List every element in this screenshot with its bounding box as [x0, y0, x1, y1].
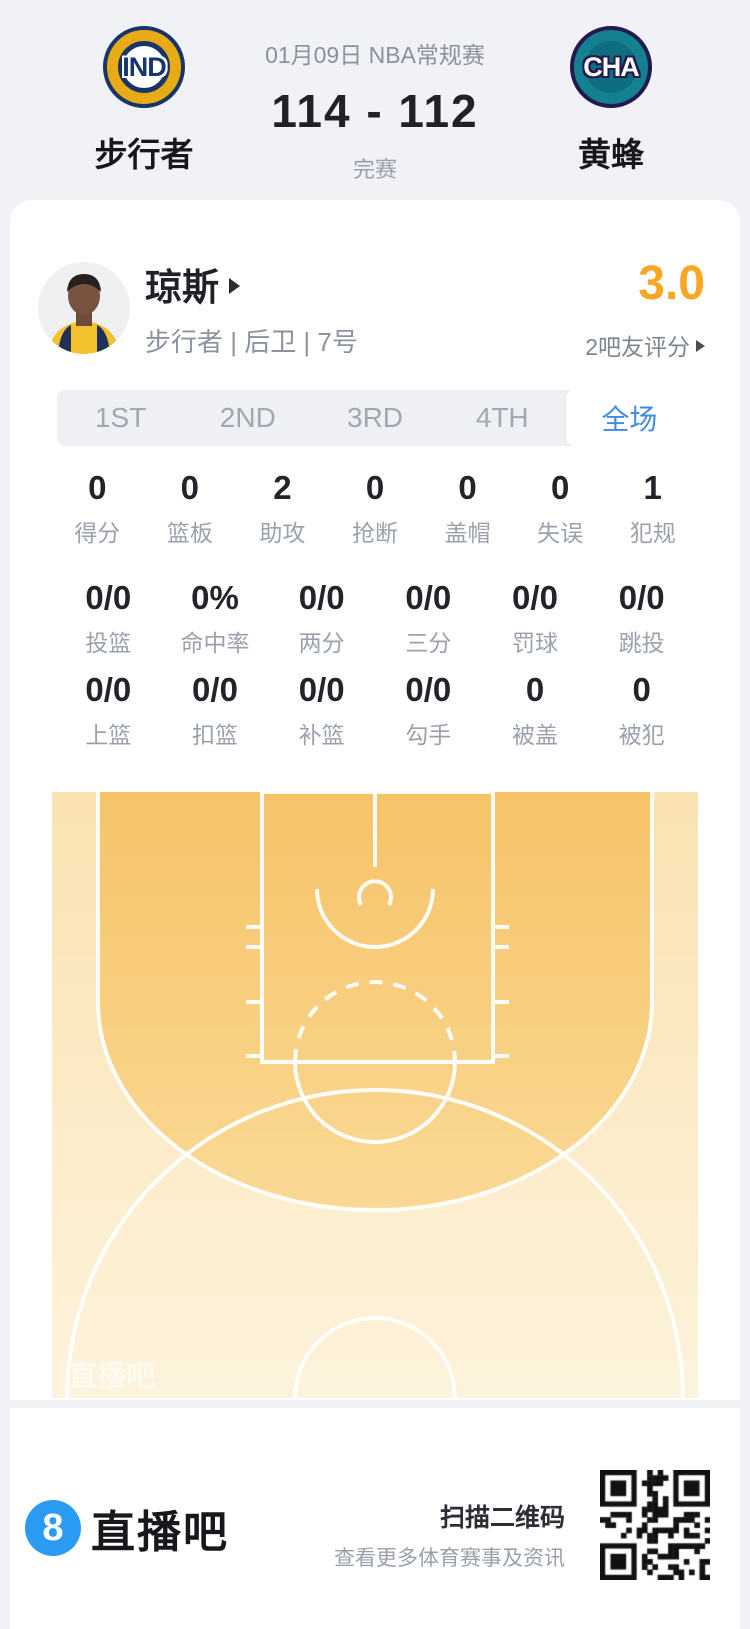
home-team-abbr: IND — [122, 51, 166, 82]
app-footer: 8 直播吧 扫描二维码 查看更多体育赛事及资讯 — [10, 1408, 740, 1629]
court-diagram: 直播吧 — [52, 790, 698, 1399]
away-team[interactable]: CHA 黄蜂 — [521, 26, 701, 176]
stat-fg-pct: 0% 命中率 — [180, 579, 250, 656]
stats-row-shot-types: 0/0 上篮 0/0 扣篮 0/0 补篮 0/0 勾手 — [55, 670, 695, 750]
rating-label: 2吧友评分 — [585, 334, 690, 360]
brand-name: 直播吧 — [91, 1508, 229, 1557]
stat-2pt: 0/0 两分 — [298, 579, 345, 656]
stat-fouls: 1 犯规 — [629, 469, 676, 546]
logo-ring — [585, 41, 637, 93]
player-meta: 步行者 | 后卫 | 7号 — [145, 327, 358, 357]
stat-rebounds: 0 篮板 — [166, 469, 213, 546]
stat-steals: 0 抢断 — [351, 469, 398, 546]
stat-3pt: 0/0 三分 — [405, 579, 452, 656]
brand-badge-icon: 8 — [25, 1500, 81, 1556]
match-status: 完赛 — [352, 157, 397, 182]
brand-logo: 8 直播吧 — [25, 1496, 229, 1560]
away-team-name: 黄蜂 — [578, 136, 644, 173]
player-rating: 3.0 — [638, 257, 705, 310]
player-name: 琼斯 — [145, 267, 219, 308]
player-stats-card: 琼斯 步行者 | 后卫 | 7号 3.0 2吧友评分 1ST 2ND 3RD 4… — [0, 200, 750, 1629]
scan-hint: 扫描二维码 查看更多体育赛事及资讯 — [334, 1498, 565, 1572]
section-divider — [0, 1400, 750, 1408]
court-watermark: 直播吧 — [68, 1360, 155, 1393]
stats-row-shooting: 0/0 投篮 0% 命中率 0/0 两分 0/0 三分 — [55, 578, 695, 658]
home-team-name: 步行者 — [94, 136, 194, 173]
match-header: IND 步行者 01月09日 NBA常规赛 114 - 112 完赛 CHA 黄… — [0, 0, 750, 200]
match-center: 01月09日 NBA常规赛 114 - 112 完赛 — [150, 0, 600, 184]
stat-fouled: 0 被犯 — [618, 671, 665, 748]
player-avatar-image — [38, 262, 130, 354]
chevron-right-icon — [229, 278, 240, 294]
rating-link[interactable]: 2吧友评分 — [585, 328, 705, 362]
player-avatar[interactable] — [38, 262, 130, 354]
tab-2nd[interactable]: 2ND — [219, 402, 276, 433]
stat-layup: 0/0 上篮 — [85, 671, 132, 748]
match-score: 114 - 112 — [271, 85, 479, 137]
stat-blocks: 0 盖帽 — [444, 469, 491, 546]
chevron-right-icon — [696, 340, 705, 352]
stat-jumpshot: 0/0 跳投 — [618, 579, 665, 656]
scan-title: 扫描二维码 — [439, 1504, 565, 1532]
tab-4th[interactable]: 4TH — [475, 402, 529, 433]
logo-ring — [118, 41, 170, 93]
quarter-tabs: 1ST 2ND 3RD 4TH 全场 — [57, 390, 693, 446]
tab-1st[interactable]: 1ST — [94, 402, 147, 433]
stat-assists: 2 助攻 — [259, 469, 306, 546]
scan-subtitle: 查看更多体育赛事及资讯 — [334, 1547, 565, 1570]
stat-putback: 0/0 补篮 — [298, 671, 345, 748]
away-team-abbr: CHA — [583, 51, 639, 82]
stat-fg: 0/0 投篮 — [85, 579, 132, 656]
match-date: 01月09日 NBA常规赛 — [265, 42, 485, 68]
stat-points: 0 得分 — [74, 469, 121, 546]
shot-chart-court: 直播吧 — [52, 790, 698, 1399]
stat-hook: 0/0 勾手 — [405, 671, 452, 748]
home-team[interactable]: IND 步行者 — [54, 26, 234, 176]
home-team-logo-icon: IND — [103, 26, 185, 108]
tab-full-game[interactable]: 全场 — [565, 390, 693, 446]
tab-3rd[interactable]: 3RD — [347, 402, 404, 433]
stat-blocked: 0 被盖 — [511, 671, 558, 748]
stats-row-basic: 0 得分 0 篮板 2 助攻 0 抢断 — [51, 468, 699, 548]
stat-dunk: 0/0 扣篮 — [191, 671, 238, 748]
player-name-link[interactable]: 琼斯 — [145, 262, 240, 308]
stat-turnovers: 0 失误 — [537, 469, 584, 546]
stat-ft: 0/0 罚球 — [511, 579, 558, 656]
away-team-logo-icon: CHA — [570, 26, 652, 108]
qr-code — [600, 1470, 710, 1580]
